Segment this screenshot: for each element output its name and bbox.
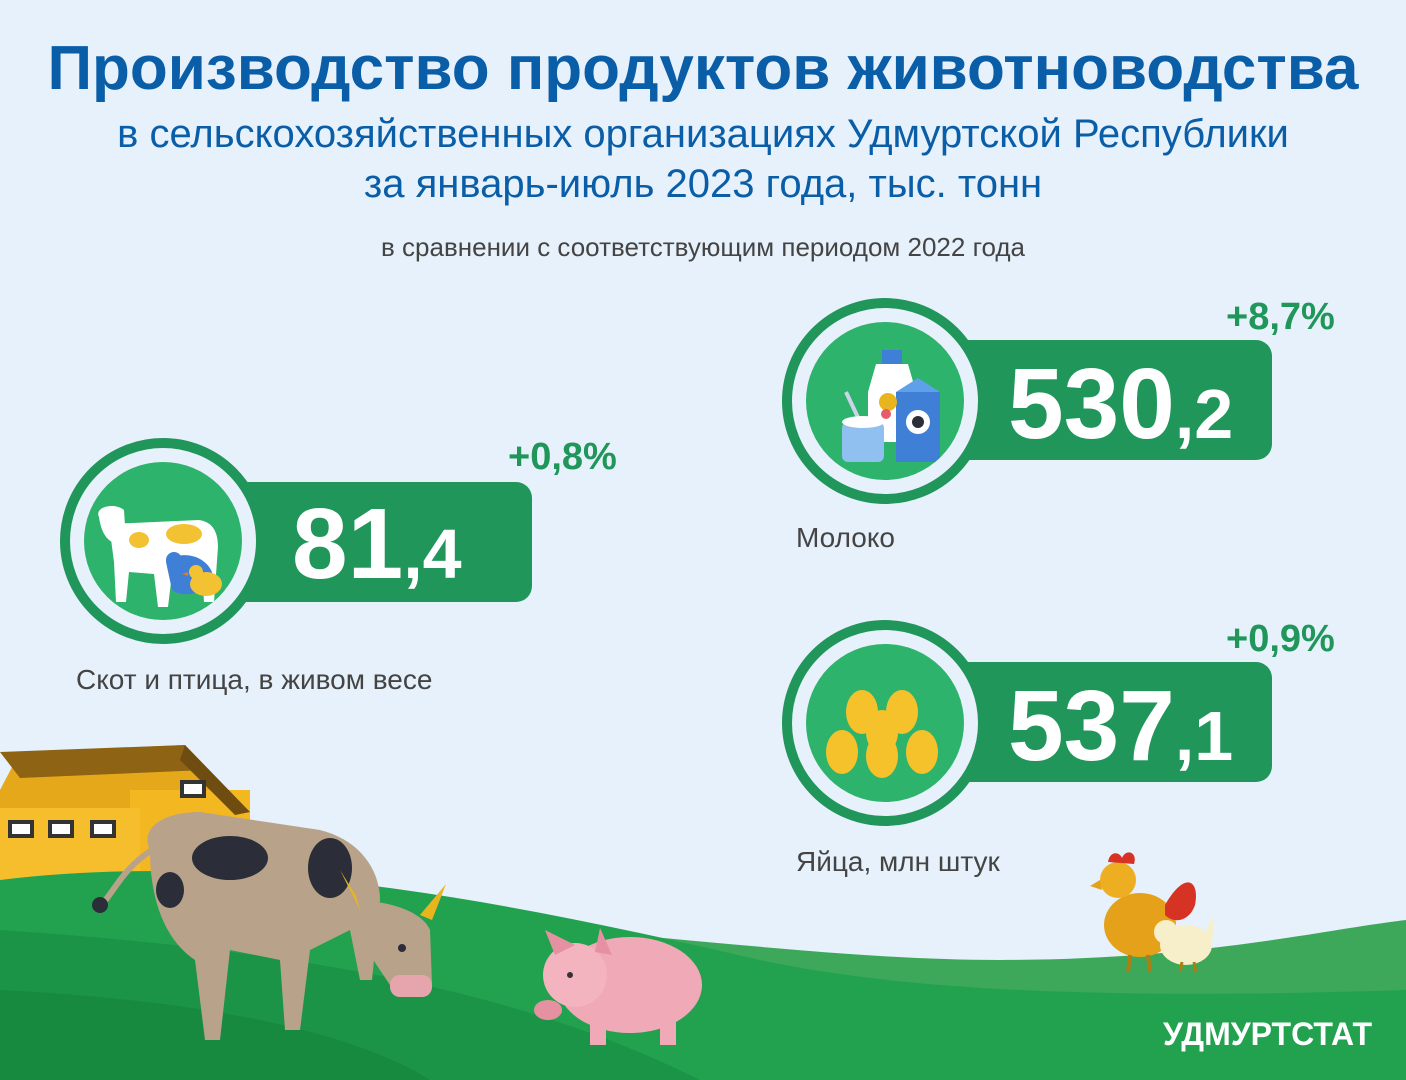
value-decimal: ,2 <box>1174 375 1234 453</box>
brand-logo: УДМУРТСТАТ <box>1162 1016 1372 1052</box>
cow-chicken-icon <box>98 506 222 607</box>
rooster-icon <box>1090 852 1196 973</box>
value-integer: 537 <box>1008 670 1175 782</box>
value-decimal: ,4 <box>403 515 462 593</box>
eggs-label: Яйца, млн штук <box>796 846 1000 877</box>
icon-ring <box>782 620 988 826</box>
cow-icon <box>92 812 446 1040</box>
page-title: Производство продуктов животноводства <box>47 34 1359 103</box>
eggs-change: +0,9% <box>1226 618 1335 660</box>
subtitle-line-1: в сельскохозяйственных организациях Удму… <box>117 112 1289 156</box>
livestock-value: 81,4 <box>292 494 462 594</box>
milk-label: Молоко <box>796 522 895 553</box>
value-integer: 81 <box>292 488 404 600</box>
value-decimal: ,1 <box>1174 697 1234 775</box>
pig-icon <box>534 928 702 1045</box>
eggs-value: 537,1 <box>1008 676 1233 776</box>
eggs-icon <box>826 690 938 778</box>
milk-change: +8,7% <box>1226 296 1335 338</box>
milk-value: 530,2 <box>1008 354 1233 454</box>
livestock-label: Скот и птица, в живом весе <box>76 664 433 695</box>
value-integer: 530 <box>1008 348 1175 460</box>
icon-ring <box>782 298 988 504</box>
milk-products-icon <box>842 350 940 462</box>
livestock-change: +0,8% <box>508 436 617 478</box>
hen-icon <box>1154 915 1214 973</box>
comparison-note: в сравнении с соответствующим периодом 2… <box>380 232 1026 262</box>
icon-ring <box>60 438 266 644</box>
subtitle-line-2: за январь-июль 2023 года, тыс. тонн <box>363 162 1043 206</box>
